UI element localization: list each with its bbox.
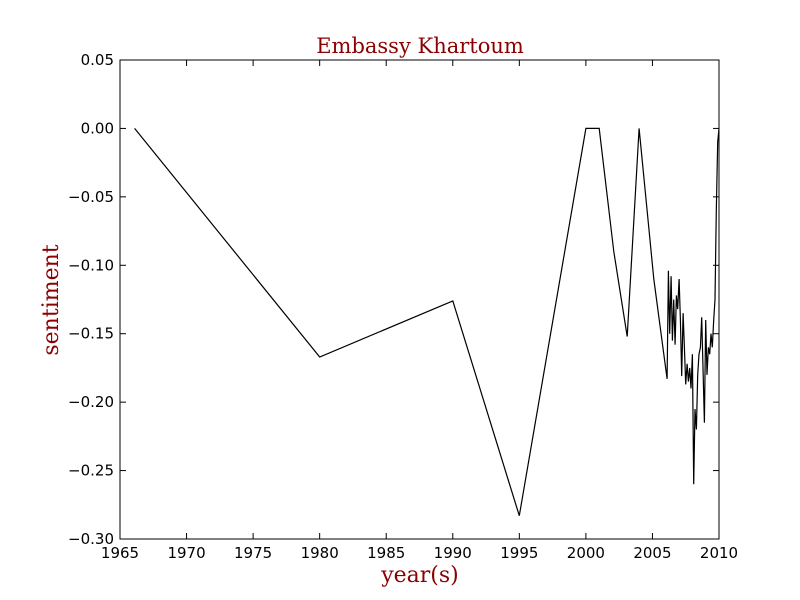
y-axis-label: sentiment [39,244,64,355]
plot-frame [119,59,720,540]
x-tick-label: 1975 [234,544,272,562]
x-tick-label: 2000 [567,544,605,562]
x-tick-label: 1970 [167,544,205,562]
plot-area: 1965 1970 1975 1980 1985 1990 1995 2000 2005 2010… [68,51,738,562]
series-line-0 [134,127,719,516]
x-tick-label: 1985 [367,544,405,562]
y-tick-label: −0.30 [68,530,114,548]
y-tick-label: −0.05 [68,188,114,206]
y-tick-label: 0.05 [81,51,114,69]
y-tick-label: −0.20 [68,393,114,411]
x-tick-label: 1980 [301,544,339,562]
y-tick-label: 0.00 [81,119,114,137]
x-tick-label: 1990 [434,544,472,562]
x-tick-label: 2005 [633,544,671,562]
y-tick-label: −0.15 [68,325,114,343]
x-axis-label: year(s) [380,563,459,588]
x-tick-label: 1995 [500,544,538,562]
x-tick-label: 2010 [700,544,738,562]
y-tick-label: −0.25 [68,462,114,480]
chart-title: Embassy Khartoum [316,34,524,58]
x-tick-label: 1965 [101,544,139,562]
y-tick-label: −0.10 [68,256,114,274]
